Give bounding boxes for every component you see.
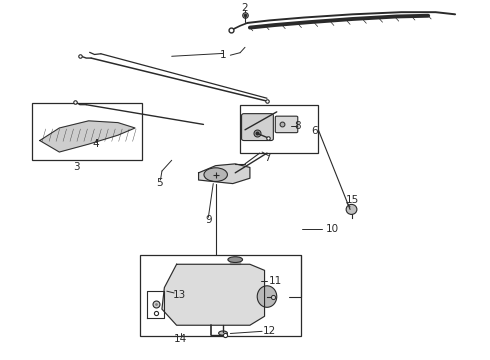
Text: 7: 7	[264, 153, 270, 163]
Text: 8: 8	[294, 121, 301, 131]
Text: 13: 13	[172, 291, 186, 301]
Bar	[32, 103, 143, 160]
Ellipse shape	[346, 204, 357, 215]
Polygon shape	[198, 164, 250, 184]
FancyBboxPatch shape	[242, 114, 273, 140]
Text: 15: 15	[346, 195, 359, 205]
Ellipse shape	[257, 286, 277, 307]
Text: 2: 2	[242, 3, 248, 13]
Text: 4: 4	[93, 139, 99, 149]
Text: 5: 5	[156, 178, 163, 188]
Polygon shape	[230, 260, 240, 264]
Bar	[240, 105, 318, 153]
Text: 1: 1	[220, 50, 226, 60]
Text: 11: 11	[269, 276, 282, 286]
Polygon shape	[162, 264, 265, 325]
Ellipse shape	[204, 168, 227, 181]
Text: 12: 12	[263, 326, 276, 336]
Text: 6: 6	[311, 126, 318, 135]
Text: 10: 10	[325, 225, 339, 234]
Bar	[140, 255, 301, 336]
FancyBboxPatch shape	[275, 116, 298, 133]
Text: 9: 9	[205, 215, 212, 225]
Text: 14: 14	[174, 334, 187, 344]
Text: 3: 3	[73, 162, 80, 172]
Polygon shape	[40, 121, 135, 152]
Ellipse shape	[219, 331, 227, 335]
Ellipse shape	[228, 257, 243, 262]
